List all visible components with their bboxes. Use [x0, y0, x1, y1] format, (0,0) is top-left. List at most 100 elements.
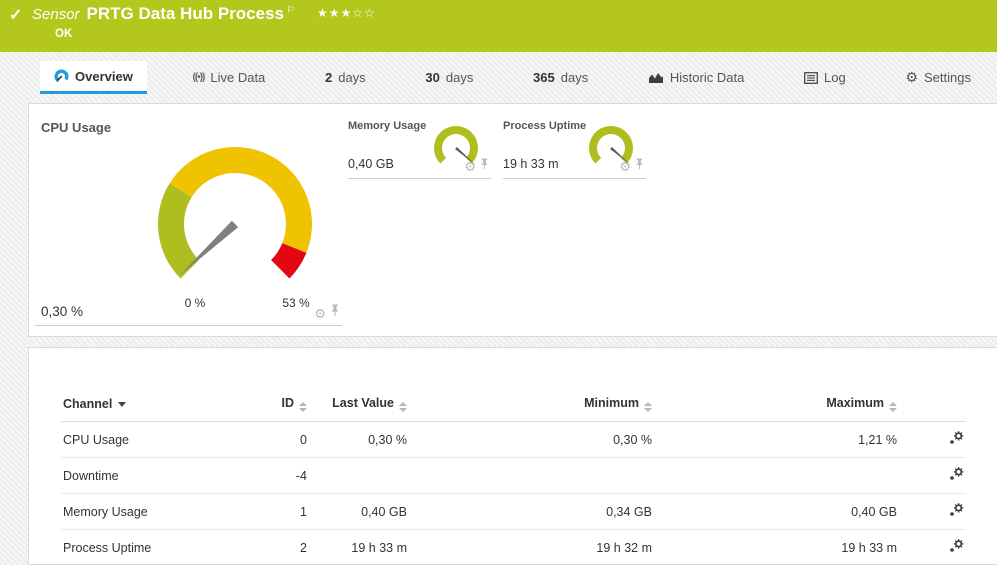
column-header-id[interactable]: ID: [251, 390, 309, 422]
channel-minimum: [409, 457, 654, 494]
cpu-usage-gauge: [158, 147, 312, 279]
channel-settings-gear-icon[interactable]: [949, 431, 964, 448]
gauge-current-value: 0,30 %: [41, 304, 84, 319]
star-filled-icon[interactable]: ★: [328, 6, 341, 20]
gauge-title: CPU Usage: [41, 120, 112, 135]
process-uptime-gauge: [589, 126, 633, 166]
tab-number: 365: [533, 70, 555, 85]
channel-last-value: 0,30 %: [309, 421, 409, 458]
channel-id: 1: [251, 493, 309, 530]
gauge-pin-icon[interactable]: [480, 157, 489, 175]
tab-label: days: [338, 70, 366, 85]
tab-365-days[interactable]: 365 days: [519, 61, 602, 94]
gauge-scale-min: 0 %: [184, 296, 206, 310]
channel-settings-gear-icon[interactable]: [949, 467, 964, 484]
channel-maximum: 19 h 33 m: [654, 529, 899, 565]
column-label: ID: [281, 396, 295, 410]
tab-historic-data[interactable]: Historic Data: [634, 61, 758, 94]
overview-gauges-panel: CPU Usage 0 % 53 % 0,30 % ⚙ Memory Usage…: [28, 103, 997, 337]
tab-overview[interactable]: Overview: [40, 61, 147, 94]
column-header-minimum[interactable]: Minimum: [409, 390, 654, 422]
column-header-maximum[interactable]: Maximum: [654, 390, 899, 422]
sort-icon: [399, 402, 407, 412]
sensor-title: PRTG Data Hub Process: [86, 4, 284, 23]
tab-number: 2: [324, 70, 333, 85]
column-label: Channel: [63, 397, 113, 411]
tab-label: Live Data: [210, 70, 266, 85]
gear-icon: ⚙: [905, 69, 918, 85]
gauge-pin-icon[interactable]: [635, 157, 644, 175]
memory-usage-gauge-block: Memory Usage 0,40 GB ⚙: [348, 114, 491, 179]
channel-settings-gear-icon[interactable]: [949, 503, 964, 520]
column-label: Maximum: [826, 396, 884, 410]
channel-last-value: 0,40 GB: [309, 493, 409, 530]
sort-icon: [299, 402, 307, 412]
gauge-current-value: 19 h 33 m: [503, 157, 559, 171]
column-label: Last Value: [332, 396, 394, 410]
channel-id: 0: [251, 421, 309, 458]
process-uptime-gauge-block: Process Uptime 19 h 33 m ⚙: [503, 114, 646, 179]
star-empty-icon[interactable]: ☆: [352, 6, 365, 20]
tab-label: days: [560, 70, 589, 85]
channel-name[interactable]: Memory Usage: [61, 493, 251, 530]
channel-row-process-uptime: Process Uptime 2 19 h 33 m 19 h 32 m 19 h 33…: [61, 529, 966, 565]
area-chart-icon: [648, 72, 664, 84]
channel-settings-gear-icon[interactable]: [949, 539, 964, 556]
star-filled-icon[interactable]: ★: [316, 6, 329, 20]
tab-log[interactable]: Log: [790, 61, 860, 94]
cpu-usage-gauge-block: CPU Usage 0 % 53 % 0,30 % ⚙: [35, 114, 342, 326]
star-empty-icon[interactable]: ☆: [364, 6, 376, 20]
channel-minimum: 0,34 GB: [409, 493, 654, 530]
tab-settings[interactable]: ⚙ Settings: [891, 61, 985, 94]
gauge-settings-gear-icon[interactable]: ⚙: [464, 158, 476, 174]
channel-last-value: 19 h 33 m: [309, 529, 409, 565]
channel-maximum: [654, 457, 899, 494]
channel-row-cpu-usage: CPU Usage 0 0,30 % 0,30 % 1,21 %: [61, 421, 966, 458]
channel-name[interactable]: Downtime: [61, 457, 251, 494]
tab-label: Log: [824, 70, 846, 85]
column-header-settings: [899, 390, 966, 422]
gauge-title: Process Uptime: [503, 120, 587, 132]
channel-minimum: 0,30 %: [409, 421, 654, 458]
flag-icon[interactable]: ⚐: [285, 4, 295, 16]
status-badge: OK: [55, 28, 73, 40]
gauge-settings-gear-icon[interactable]: ⚙: [619, 158, 631, 174]
gauge-icon: [54, 68, 69, 84]
log-icon: [804, 71, 819, 84]
tab-live-data[interactable]: ((•)) Live Data: [179, 61, 280, 94]
broadcast-icon: ((•)): [192, 72, 206, 83]
column-label: Minimum: [584, 396, 639, 410]
priority-stars[interactable]: ★★★☆☆: [317, 6, 376, 20]
tab-label: days: [445, 70, 474, 85]
gauge-title: Memory Usage: [348, 120, 427, 132]
status-ok-check-icon: ✓: [9, 7, 23, 24]
channel-maximum: 1,21 %: [654, 421, 899, 458]
gauge-pin-icon[interactable]: [330, 304, 340, 322]
channel-row-memory-usage: Memory Usage 1 0,40 GB 0,34 GB 0,40 GB: [61, 493, 966, 530]
sensor-header: ✓ Sensor PRTG Data Hub Process ⚐ ★★★☆☆ OK: [0, 0, 997, 52]
tab-label: Overview: [75, 68, 133, 84]
gauge-current-value: 0,40 GB: [348, 157, 394, 171]
memory-usage-gauge: [434, 126, 478, 166]
channel-minimum: 19 h 32 m: [409, 529, 654, 565]
gauge-scale-max: 53 %: [282, 296, 310, 310]
sort-icon: [889, 402, 897, 412]
tab-30-days[interactable]: 30 days: [411, 61, 487, 94]
star-filled-icon[interactable]: ★: [340, 6, 353, 20]
channel-maximum: 0,40 GB: [654, 493, 899, 530]
channel-id: -4: [251, 457, 309, 494]
sort-desc-icon: [118, 402, 127, 407]
channel-row-downtime: Downtime -4: [61, 457, 966, 494]
column-header-channel[interactable]: Channel: [61, 390, 251, 422]
channel-name[interactable]: Process Uptime: [61, 529, 251, 565]
gauge-settings-gear-icon[interactable]: ⚙: [314, 305, 326, 321]
tab-label: Historic Data: [669, 70, 745, 85]
tab-2-days[interactable]: 2 days: [311, 61, 380, 94]
channel-table-header-row: Channel ID Last Value Minimum Maximum: [61, 390, 966, 422]
column-header-last-value[interactable]: Last Value: [309, 390, 409, 422]
channel-table-panel: Channel ID Last Value Minimum Maximum CP…: [28, 347, 997, 565]
tab-label: Settings: [924, 70, 971, 85]
channel-name[interactable]: CPU Usage: [61, 421, 251, 458]
tab-bar: Overview ((•)) Live Data 2 days 30 days …: [0, 52, 997, 103]
object-kind-label: Sensor: [32, 6, 80, 23]
